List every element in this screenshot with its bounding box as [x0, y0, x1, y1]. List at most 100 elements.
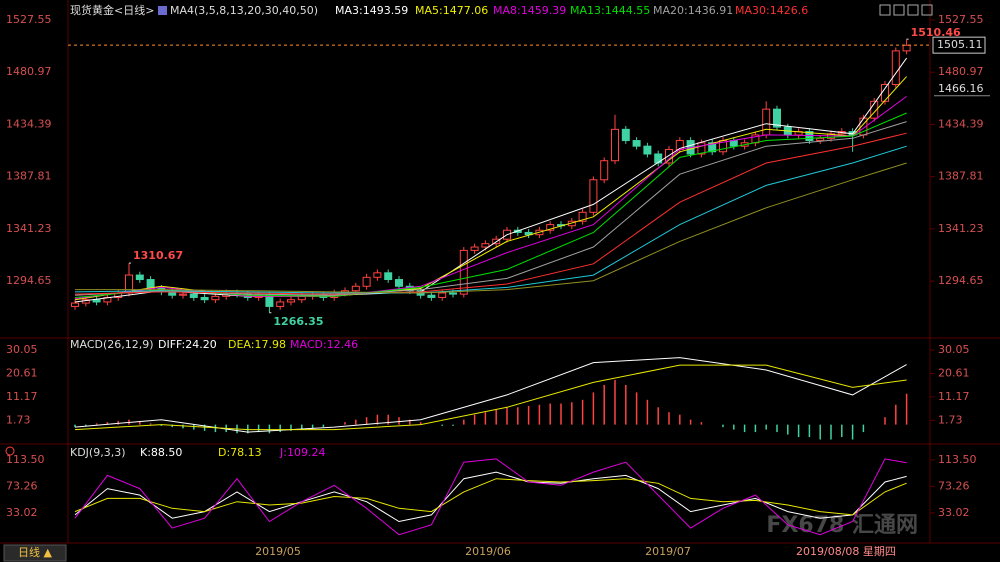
y-tick-label: 30.05: [6, 343, 38, 356]
legend-entry: MACD:12.46: [290, 338, 358, 351]
icon-button[interactable]: [921, 4, 933, 16]
icon-button[interactable]: [893, 4, 905, 16]
candle-body: [470, 246, 479, 251]
ma-line: [74, 145, 907, 294]
icon-button[interactable]: [879, 4, 891, 16]
legend-entry: MA3:1493.59: [335, 4, 408, 17]
candle-body: [773, 108, 781, 128]
y-tick-label: 33.02: [6, 506, 38, 519]
candle-body: [611, 128, 619, 162]
y-tick-label: 1527.55: [938, 13, 984, 26]
y-tick-label: 1387.81: [938, 170, 984, 183]
candle-body: [351, 285, 360, 292]
y-tick-label: 30.05: [938, 343, 970, 356]
candle-body: [438, 292, 447, 298]
candle-body: [200, 296, 209, 301]
candle-body: [654, 153, 663, 164]
candle-body: [459, 249, 468, 295]
candle-body: [71, 302, 79, 307]
extreme-label: 1266.35: [273, 315, 323, 328]
y-tick-label: 1294.65: [938, 274, 984, 287]
y-tick-label: 1294.65: [6, 274, 52, 287]
candle-body: [373, 272, 382, 278]
candle-body: [632, 140, 641, 147]
candle-body: [805, 131, 814, 142]
period-tab-box[interactable]: [3, 544, 67, 562]
last-price-box: [932, 36, 986, 54]
candle-body: [697, 142, 706, 155]
candle-body: [708, 142, 717, 153]
y-tick-label: 1480.97: [6, 65, 52, 78]
candle-body: [481, 243, 490, 248]
candle-body: [211, 295, 220, 301]
indicator-icon[interactable]: [158, 6, 167, 15]
cursor-price-label: 1466.16: [938, 82, 984, 95]
ma-line: [74, 132, 907, 295]
candle-body: [287, 299, 295, 303]
candle-body: [449, 292, 457, 295]
icon-button[interactable]: [907, 4, 919, 16]
candle-body: [729, 140, 738, 147]
y-tick-label: 1480.97: [938, 65, 984, 78]
candle-body: [578, 211, 587, 222]
candle-body: [546, 224, 555, 231]
panel-icon[interactable]: [5, 446, 15, 456]
candle-body: [362, 276, 371, 287]
x-tick-label: 2019/07: [645, 545, 691, 558]
candle-body: [902, 44, 911, 52]
panel-title: MACD(26,12,9): [70, 338, 154, 351]
y-tick-label: 11.17: [6, 390, 38, 403]
panel-title: KDJ(9,3,3): [70, 446, 126, 459]
candle-body: [816, 137, 825, 142]
extreme-label: 1510.46: [911, 26, 961, 39]
y-tick-label: 73.26: [6, 479, 38, 492]
y-tick-label: 1.73: [938, 413, 963, 426]
candle-body: [297, 295, 306, 301]
candle-body: [384, 272, 393, 281]
candle-body: [92, 299, 101, 303]
legend-entry: D:78.13: [218, 446, 262, 459]
legend-entry: K:88.50: [140, 446, 182, 459]
candle-body: [621, 128, 630, 142]
x-tick-label: 2019/08/08 星期四: [796, 545, 896, 558]
legend-entry: DIFF:24.20: [158, 338, 217, 351]
x-tick-label: 2019/06: [465, 545, 511, 558]
legend-entry: J:109.24: [279, 446, 325, 459]
legend-entry: MA13:1444.55: [570, 4, 650, 17]
candle-body: [125, 274, 133, 294]
last-price-label: 1505.11: [937, 38, 983, 51]
x-tick-label: 2019/05: [255, 545, 301, 558]
macd-line: [74, 364, 907, 431]
candle-body: [881, 84, 889, 102]
candle-body: [600, 160, 609, 181]
y-tick-label: 73.26: [938, 479, 970, 492]
candle-body: [891, 50, 900, 86]
period-tab[interactable]: 日线 ▲: [18, 545, 52, 559]
extreme-label: 1310.67: [133, 249, 183, 262]
indicator-label: MA4(3,5,8,13,20,30,40,50): [170, 4, 318, 17]
window-icons: [879, 4, 933, 16]
legend-entry: DEA:17.98: [228, 338, 286, 351]
y-tick-label: 1.73: [6, 413, 31, 426]
ma-line: [75, 162, 907, 294]
legend-entry: MA30:1426.6: [735, 4, 808, 17]
y-tick-label: 1341.23: [6, 222, 52, 235]
y-tick-label: 20.61: [938, 366, 970, 379]
candle-body: [135, 274, 144, 281]
kdj-line: [74, 478, 907, 516]
y-tick-label: 1434.39: [938, 117, 984, 130]
y-tick-label: 113.50: [6, 453, 45, 466]
candle-body: [524, 231, 533, 236]
candle-body: [179, 293, 187, 296]
legend-entry: MA5:1477.06: [415, 4, 488, 17]
candle-body: [589, 179, 598, 213]
y-tick-label: 1527.55: [6, 13, 52, 26]
candle-body: [189, 293, 198, 298]
legend-entry: MA20:1436.91: [653, 4, 733, 17]
candle-body: [870, 100, 879, 119]
y-tick-label: 11.17: [938, 390, 970, 403]
candle-body: [427, 294, 436, 298]
candle-body: [643, 145, 652, 155]
